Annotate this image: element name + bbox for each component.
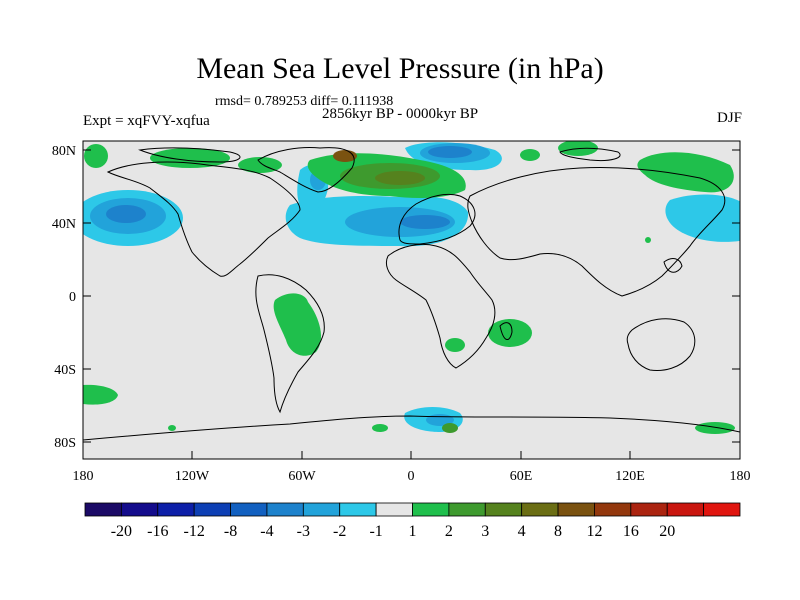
europe-coast bbox=[398, 193, 476, 245]
colorbar-label: 20 bbox=[659, 523, 675, 540]
season-label: DJF bbox=[716, 110, 742, 126]
colorbar-swatch bbox=[521, 502, 559, 517]
lon-label-180w: 180 bbox=[73, 469, 94, 484]
north-pacific-low-core bbox=[106, 205, 146, 223]
madagascar-high bbox=[488, 319, 532, 347]
atlantic-europe-low-core bbox=[400, 215, 450, 229]
lat-label-40n: 40N bbox=[52, 217, 76, 232]
colorbar: -20 -16 -12 -8 -4 -3 -2 -1 1 2 3 4 8 12 16 20 bbox=[84, 502, 741, 540]
lat-label-0: 0 bbox=[69, 290, 76, 305]
lon-label-120e: 120E bbox=[615, 469, 645, 484]
colorbar-label: -2 bbox=[333, 523, 346, 540]
coastlines bbox=[83, 147, 740, 441]
colorbar-swatch bbox=[230, 502, 268, 517]
colorbar-swatch bbox=[193, 502, 231, 517]
colorbar-label: 1 bbox=[409, 523, 417, 540]
greenland-coast bbox=[257, 147, 355, 193]
lon-label-180e: 180 bbox=[730, 469, 751, 484]
arctic-islands-coast bbox=[138, 147, 241, 163]
lat-label-80s: 80S bbox=[54, 436, 76, 451]
colorbar-swatch bbox=[557, 502, 595, 517]
colorbar-label: -20 bbox=[111, 523, 132, 540]
colorbar-label: -12 bbox=[184, 523, 205, 540]
asia-coast bbox=[467, 166, 726, 297]
siberian-islands-coast bbox=[559, 147, 621, 161]
antarctic-high-spot bbox=[442, 423, 458, 433]
colorbar-label: -3 bbox=[297, 523, 310, 540]
colorbar-label: -4 bbox=[260, 523, 273, 540]
south-africa-high bbox=[445, 338, 465, 352]
south-america-high bbox=[273, 293, 322, 356]
south-america-coast bbox=[255, 274, 325, 414]
colorbar-label: -1 bbox=[369, 523, 382, 540]
colorbar-swatch bbox=[666, 502, 705, 517]
colorbar-swatch bbox=[157, 502, 195, 517]
australia-coast bbox=[626, 318, 696, 371]
map-title: Mean Sea Level Pressure (in hPa) bbox=[196, 52, 604, 85]
axis-ticks bbox=[83, 149, 740, 459]
experiment-label: Expt = xqFVY-xqfua bbox=[83, 113, 210, 129]
indonesia-coast bbox=[663, 258, 683, 273]
colorbar-swatch bbox=[630, 502, 668, 517]
colorbar-swatch bbox=[302, 502, 341, 517]
north-america-coast bbox=[106, 161, 301, 277]
east-asia-low bbox=[665, 194, 740, 242]
ross-sea-high bbox=[695, 422, 735, 434]
colorbar-label: 3 bbox=[481, 523, 489, 540]
colorbar-swatch bbox=[703, 502, 741, 517]
small-positive-spot-2 bbox=[168, 425, 176, 431]
small-positive-spot bbox=[645, 237, 651, 243]
antarctica-coast bbox=[83, 415, 740, 441]
colorbar-swatch bbox=[484, 502, 523, 517]
colorbar-label: 4 bbox=[518, 523, 526, 540]
colorbar-swatch bbox=[412, 502, 450, 517]
weddell-high bbox=[372, 424, 388, 432]
colorbar-label: -16 bbox=[147, 523, 168, 540]
lat-label-80n: 80N bbox=[52, 144, 76, 159]
colorbar-label: -8 bbox=[224, 523, 237, 540]
time-period: 2856kyr BP - 0000kyr BP bbox=[322, 106, 479, 122]
colorbar-label: 2 bbox=[445, 523, 453, 540]
lon-label-60w: 60W bbox=[288, 469, 316, 484]
colorbar-swatch bbox=[448, 502, 486, 517]
colorbar-label: 8 bbox=[554, 523, 562, 540]
colorbar-swatch bbox=[120, 502, 159, 517]
ural-high bbox=[520, 149, 540, 161]
bering-high bbox=[84, 144, 108, 168]
barents-low-core bbox=[428, 146, 472, 158]
lon-label-60e: 60E bbox=[510, 469, 533, 484]
colorbar-swatch bbox=[339, 502, 377, 517]
madagascar-coast bbox=[499, 322, 513, 340]
colorbar-swatch bbox=[375, 502, 413, 517]
lon-label-0: 0 bbox=[408, 469, 415, 484]
arctic-canada-high bbox=[150, 148, 230, 168]
anomaly-fields bbox=[83, 141, 740, 434]
arctic-high-core bbox=[375, 171, 425, 185]
colorbar-label: 16 bbox=[623, 523, 639, 540]
lon-label-120w: 120W bbox=[175, 469, 210, 484]
siberia-high bbox=[637, 152, 734, 193]
colorbar-label: 12 bbox=[586, 523, 602, 540]
lat-label-40s: 40S bbox=[54, 363, 76, 378]
colorbar-swatch bbox=[594, 502, 632, 517]
colorbar-swatch bbox=[84, 502, 122, 517]
rmsd-stats: rmsd= 0.789253 diff= 0.111938 bbox=[215, 94, 394, 109]
africa-coast bbox=[385, 243, 496, 369]
colorbar-swatch bbox=[266, 502, 304, 517]
south-pacific-high bbox=[83, 384, 118, 405]
